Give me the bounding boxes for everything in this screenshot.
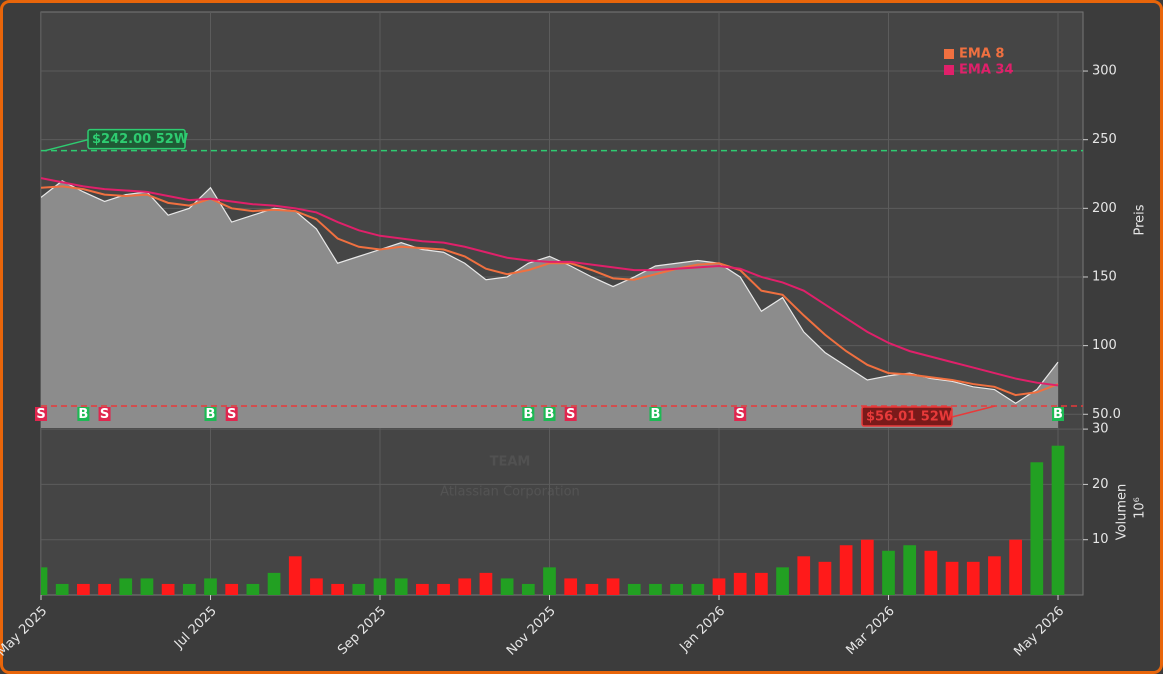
signal-label: B [545, 407, 555, 422]
volume-bar [352, 583, 366, 595]
signal-label: B [523, 407, 533, 422]
level-label: $56.01 52W [866, 410, 953, 425]
volume-unit: 10⁶ [1133, 497, 1148, 519]
volume-bar [585, 583, 599, 595]
signal-label: S [736, 407, 745, 422]
volume-bar [98, 583, 111, 595]
volume-bar [267, 572, 281, 595]
volume-bar [691, 583, 705, 595]
price-line [41, 180, 1059, 405]
level-arrow [951, 405, 996, 418]
volume-bar [627, 583, 641, 595]
level-arrow [44, 138, 89, 152]
volume-bar [225, 583, 239, 595]
y-tick-label: 250 [1092, 132, 1117, 147]
ema-line [41, 177, 1059, 387]
signal-label: B [78, 407, 88, 422]
volume-bar [500, 578, 514, 595]
y-tick-label: 20 [1092, 477, 1109, 492]
signal-label: B [206, 407, 216, 422]
volume-bar [310, 578, 323, 595]
volume-bar [966, 561, 980, 595]
signal-box [204, 407, 217, 421]
volume-bar [77, 583, 90, 595]
volume-bar [649, 583, 662, 595]
volume-bar [755, 572, 768, 595]
signal-box [543, 407, 556, 421]
volume-bar [945, 561, 959, 595]
level-label: $242.00 52W [92, 132, 188, 147]
y-axis-label: Preis [1133, 204, 1148, 235]
y-tick-label: 30 [1092, 422, 1109, 437]
volume-bar [394, 578, 408, 595]
legend-label: EMA 8 [959, 47, 1004, 62]
volume-bar [1030, 462, 1044, 595]
signal-box [734, 407, 747, 421]
volume-bar [733, 572, 747, 595]
volume-bar [1051, 445, 1065, 595]
volume-bar [331, 583, 344, 595]
volume-bar [119, 578, 133, 595]
volume-bar [182, 583, 196, 595]
signal-label: S [227, 407, 236, 422]
signal-label: S [100, 407, 109, 422]
volume-bar [543, 567, 556, 595]
y-tick-label: 100 [1092, 338, 1117, 353]
volume-bar [924, 550, 938, 595]
price-area [41, 180, 1058, 428]
signal-box [35, 407, 47, 421]
level-label-box [87, 128, 186, 150]
volume-bar [246, 583, 260, 595]
signal-box [77, 407, 90, 421]
signal-box [1052, 407, 1064, 421]
volume-bar [288, 556, 302, 595]
signal-box [522, 407, 535, 421]
volume-bar [860, 539, 874, 595]
volume-bar [818, 561, 832, 595]
legend-swatch [944, 49, 954, 59]
volume-bar [55, 583, 69, 595]
volume-bar [373, 578, 387, 595]
y-tick-label: 50.0 [1092, 407, 1121, 422]
signal-box [225, 407, 238, 421]
signal-box [564, 407, 577, 421]
volume-bar [1009, 539, 1022, 595]
volume-bar [161, 583, 175, 595]
volume-bar [988, 556, 1001, 595]
volume-bar [140, 578, 154, 595]
volume-bar [712, 578, 726, 595]
volume-bar [521, 583, 535, 595]
y-tick-label: 300 [1092, 64, 1117, 79]
volume-bar [776, 567, 789, 595]
volume-bar [458, 578, 472, 595]
y-tick-label: 150 [1092, 269, 1117, 284]
y-tick-label: 200 [1092, 201, 1117, 216]
volume-bar [564, 578, 578, 595]
volume-bar [416, 583, 429, 595]
signal-box [649, 407, 662, 421]
signal-label: S [36, 407, 45, 422]
signal-label: B [1053, 407, 1063, 422]
legend-label: EMA 34 [959, 63, 1014, 78]
y-tick-label: 10 [1092, 532, 1109, 547]
signal-label: S [566, 407, 575, 422]
volume-bar [903, 545, 917, 595]
volume-bar [204, 578, 217, 595]
volume-bar [882, 550, 895, 595]
signal-box [98, 407, 111, 421]
signal-label: B [650, 407, 660, 422]
volume-bar [797, 556, 811, 595]
volume-bar [479, 572, 493, 595]
volume-bar [437, 583, 450, 595]
volume-bar [839, 545, 853, 595]
volume-bar [606, 578, 620, 595]
volume-axis-label: Volumen [1115, 484, 1130, 541]
volume-bar [670, 583, 683, 595]
volume-bar [41, 567, 48, 595]
legend-swatch [944, 65, 954, 75]
watermark-company: Atlassian Corporation [440, 485, 580, 500]
watermark-symbol: TEAM [490, 455, 531, 470]
